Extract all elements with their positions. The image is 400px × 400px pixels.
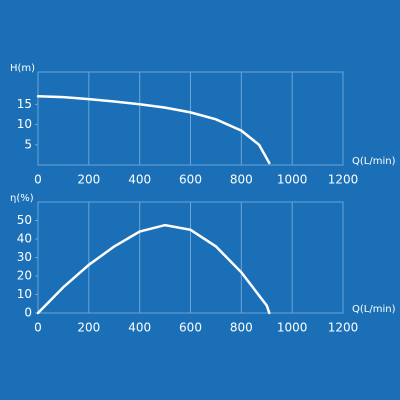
x-tick-label: 400 <box>128 173 151 187</box>
x-tick-label: 200 <box>77 321 100 335</box>
x-axis-label: Q(L/min) <box>352 156 396 167</box>
x-tick-label: 800 <box>230 321 253 335</box>
y-tick-label: 10 <box>17 117 32 131</box>
y-tick-label: 30 <box>17 250 32 264</box>
y-axis-label: H(m) <box>10 63 35 74</box>
x-tick-label: 1000 <box>277 321 308 335</box>
x-tick-label: 400 <box>128 321 151 335</box>
x-tick-label: 800 <box>230 173 253 187</box>
y-tick-label: 0 <box>24 306 32 320</box>
x-tick-label: 0 <box>34 321 42 335</box>
curve <box>36 223 271 315</box>
y-tick-label: 15 <box>17 97 32 111</box>
x-tick-label: 1200 <box>328 321 359 335</box>
x-axis-label: Q(L/min) <box>352 304 396 315</box>
y-tick-label: 20 <box>17 269 32 283</box>
x-tick-label: 200 <box>77 173 100 187</box>
x-tick-label: 0 <box>34 173 42 187</box>
x-tick-label: 1000 <box>277 173 308 187</box>
y-tick-label: 10 <box>17 287 32 301</box>
y-tick-label: 5 <box>24 137 32 151</box>
y-tick-label: 50 <box>17 213 32 227</box>
y-tick-label: 40 <box>17 232 32 246</box>
curve <box>36 95 271 165</box>
x-tick-label: 600 <box>179 321 202 335</box>
y-axis-label: η(%) <box>10 193 34 204</box>
x-tick-label: 600 <box>179 173 202 187</box>
x-tick-label: 1200 <box>328 173 359 187</box>
